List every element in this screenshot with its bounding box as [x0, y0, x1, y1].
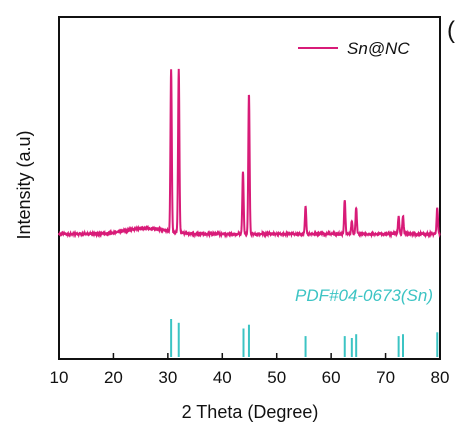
x-axis-ticks: 10 20 30 40 50 60 70 80 — [50, 353, 450, 387]
plot-border — [58, 16, 441, 360]
x-tick-label: 60 — [322, 368, 341, 387]
x-axis-label: 2 Theta (Degree) — [182, 402, 319, 422]
x-tick-label: 10 — [50, 368, 69, 387]
series-line-sn-nc — [58, 68, 441, 239]
plot-frame — [58, 16, 441, 360]
x-tick-label: 30 — [158, 368, 177, 387]
x-tick-label: 80 — [431, 368, 450, 387]
x-tick-label: 70 — [376, 368, 395, 387]
x-tick-label: 20 — [104, 368, 123, 387]
panel-letter: ( — [447, 17, 455, 44]
x-tick-label: 40 — [213, 368, 232, 387]
y-axis-label: Intensity (a.u) — [14, 130, 34, 239]
legend: Sn@NC — [298, 39, 410, 58]
reference-lines — [170, 319, 439, 357]
reference-label: PDF#04-0673(Sn) — [295, 286, 433, 305]
legend-label: Sn@NC — [347, 39, 410, 58]
x-tick-label: 50 — [267, 368, 286, 387]
